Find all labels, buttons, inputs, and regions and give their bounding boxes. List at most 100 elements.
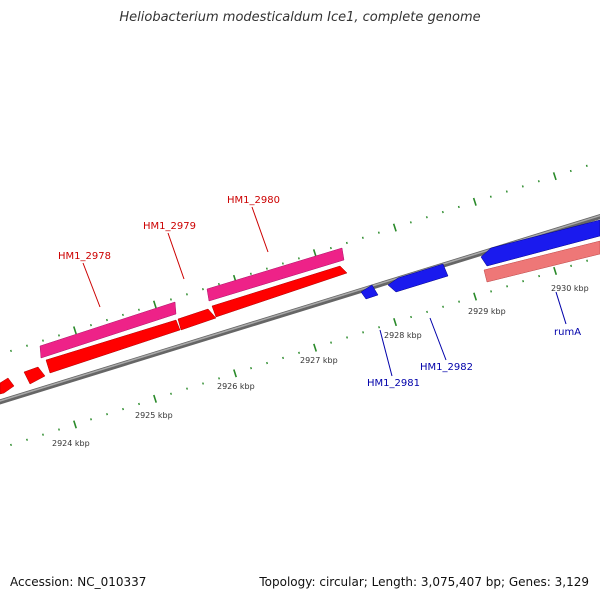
minor-tick (106, 413, 108, 416)
minor-tick (26, 438, 28, 441)
minor-tick (90, 418, 92, 421)
cds-feature-hm1-2979[interactable] (177, 308, 217, 331)
minor-tick (378, 326, 381, 329)
scale-labels: 2924 kbp 2925 kbp 2926 kbp 2927 kbp 2928… (52, 284, 589, 448)
minor-tick (42, 433, 44, 436)
reverse-cds-track (360, 219, 600, 300)
scale-label: 2928 kbp (384, 331, 422, 340)
minor-tick (186, 387, 188, 390)
major-tick (552, 172, 557, 181)
major-tick (233, 369, 238, 378)
minor-tick (26, 344, 28, 347)
cds-arrow[interactable] (0, 377, 15, 395)
accession-text: Accession: NC_010337 (10, 575, 147, 589)
gene-label[interactable]: rumA (554, 327, 581, 338)
cds-feature-rumA[interactable] (480, 219, 600, 267)
minor-tick (297, 257, 300, 260)
gene-feature-hm1-2980[interactable] (206, 247, 345, 302)
minor-tick (10, 349, 12, 353)
forward-gene-track (39, 247, 345, 359)
minor-tick (329, 246, 332, 250)
minor-tick (170, 392, 172, 395)
minor-tick (89, 323, 92, 327)
feature-labels: HM1_2978 HM1_2979 HM1_2980 HM1_2981 HM1_… (58, 195, 581, 389)
forward-cds-track (0, 265, 348, 395)
cds-feature-hm1-2982[interactable] (387, 263, 449, 293)
minor-tick (298, 351, 301, 354)
minor-tick (185, 293, 188, 296)
major-tick (72, 326, 77, 335)
gene-label[interactable]: HM1_2978 (58, 251, 111, 262)
major-tick (472, 197, 477, 206)
cds-feature-hm1-2981[interactable] (360, 284, 379, 300)
minor-tick (249, 272, 252, 275)
minor-tick (169, 298, 172, 301)
minor-tick (10, 443, 12, 447)
gene-feature-rumA[interactable] (483, 240, 600, 283)
label-leaders (82, 206, 567, 377)
minor-tick (409, 221, 412, 224)
minor-tick (442, 305, 445, 308)
minor-tick (505, 190, 508, 193)
gene-feature-hm1-2978[interactable] (39, 301, 177, 359)
minor-tick (522, 280, 525, 283)
minor-tick (58, 334, 60, 337)
scale-label: 2924 kbp (52, 439, 90, 448)
minor-tick (537, 180, 540, 183)
minor-tick (569, 169, 572, 173)
inner-tick-ring (10, 259, 589, 447)
scale-label: 2925 kbp (135, 411, 173, 420)
gene-label[interactable]: HM1_2982 (420, 362, 473, 373)
major-tick (392, 223, 397, 232)
major-tick (153, 394, 158, 403)
minor-tick (281, 262, 284, 265)
major-tick (73, 420, 77, 429)
minor-tick (538, 274, 541, 278)
minor-tick (266, 361, 269, 365)
cds-arrow[interactable] (23, 366, 46, 385)
scale-label: 2927 kbp (300, 356, 338, 365)
minor-tick (58, 428, 60, 431)
genome-summary-text: Topology: circular; Length: 3,075,407 bp… (259, 575, 589, 589)
genome-backbone (0, 214, 600, 405)
minor-tick (137, 308, 140, 311)
reverse-gene-track (483, 240, 600, 283)
minor-tick (490, 290, 493, 293)
major-tick (152, 300, 157, 309)
major-tick (393, 318, 398, 327)
minor-tick (105, 318, 108, 322)
gene-label[interactable]: HM1_2980 (227, 195, 280, 206)
minor-tick (202, 382, 205, 385)
minor-tick (410, 315, 413, 319)
minor-tick (217, 282, 220, 286)
minor-tick (426, 310, 429, 314)
gene-label[interactable]: HM1_2981 (367, 378, 420, 389)
major-tick (313, 343, 318, 352)
minor-tick (201, 288, 204, 291)
major-tick (473, 292, 478, 301)
minor-tick (345, 241, 348, 245)
minor-tick (362, 331, 365, 334)
gene-label[interactable]: HM1_2979 (143, 221, 196, 232)
minor-tick (330, 341, 333, 344)
minor-tick (489, 195, 492, 198)
minor-tick (377, 231, 380, 234)
minor-tick (425, 216, 428, 219)
minor-tick (506, 285, 509, 288)
minor-tick (121, 313, 124, 317)
scale-label: 2926 kbp (217, 382, 255, 391)
minor-tick (138, 402, 140, 406)
minor-tick (458, 300, 461, 303)
minor-tick (282, 356, 285, 360)
cds-feature-hm1-2980[interactable] (211, 265, 348, 318)
minor-tick (265, 267, 268, 270)
major-tick (553, 266, 558, 276)
minor-tick (361, 236, 364, 239)
minor-tick (570, 264, 573, 268)
minor-tick (441, 210, 444, 214)
cds-feature-hm1-2978[interactable] (45, 319, 181, 374)
minor-tick (218, 377, 221, 380)
minor-tick (521, 185, 524, 188)
minor-tick (122, 407, 124, 411)
